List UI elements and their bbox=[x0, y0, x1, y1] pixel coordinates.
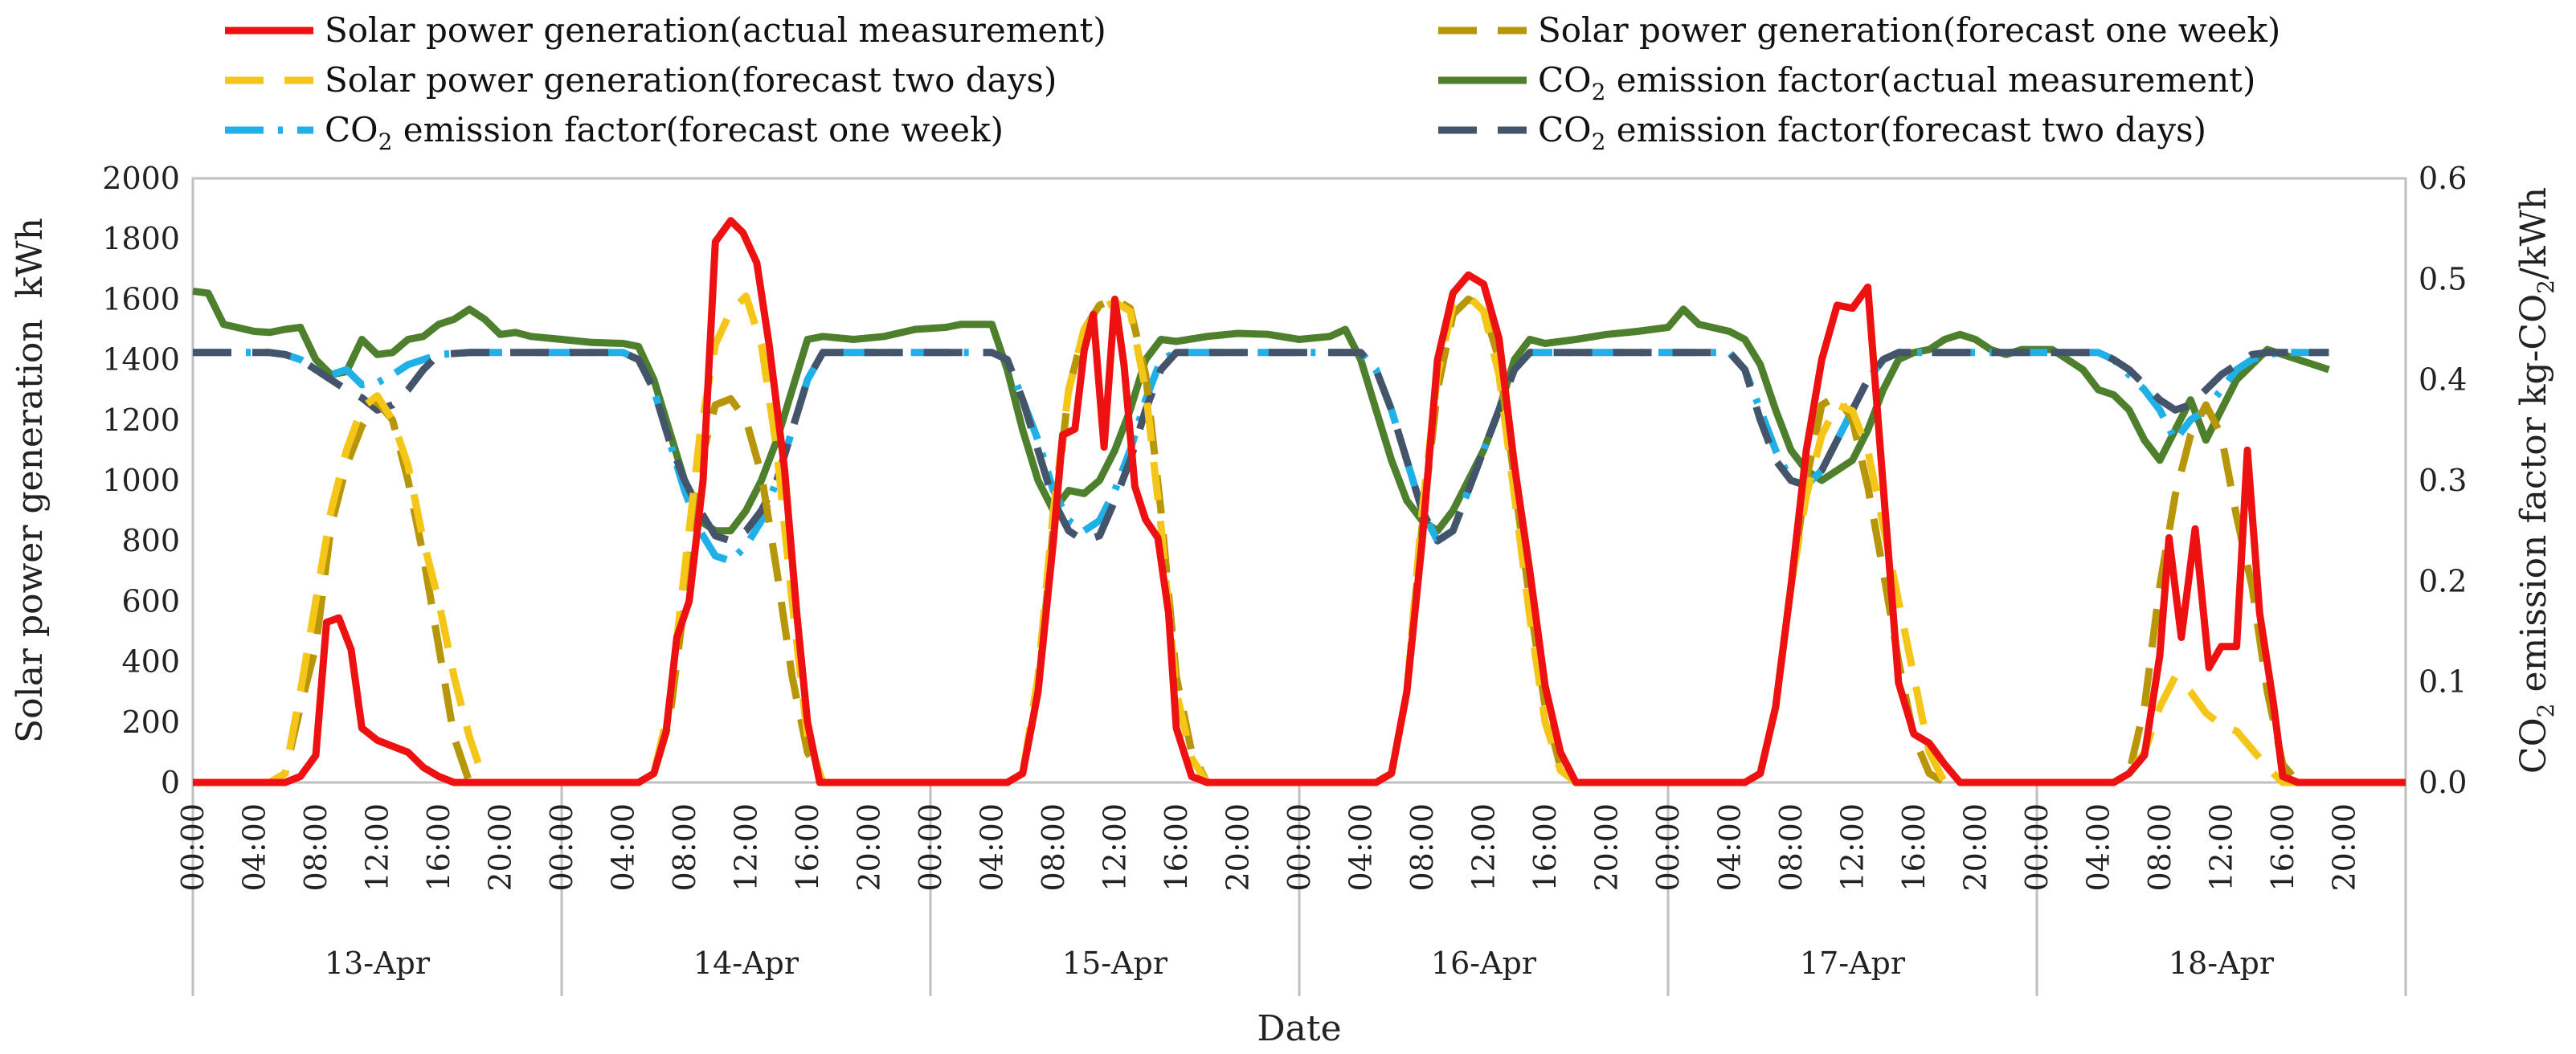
day-label: 14-Apr bbox=[693, 946, 799, 981]
left-y-axis-title: Solar power generation kWh bbox=[10, 218, 51, 743]
hour-tick-label: 08:00 bbox=[298, 803, 333, 892]
right-y-axis: 0.0 0.1 0.2 0.3 0.4 0.5 0.6 bbox=[2419, 161, 2467, 800]
left-tick-label: 1800 bbox=[102, 221, 180, 256]
right-tick-label: 0.4 bbox=[2419, 362, 2467, 398]
day-label: 16-Apr bbox=[1431, 946, 1537, 981]
series-line-4 bbox=[193, 349, 2329, 565]
hour-tick-label: 20:00 bbox=[483, 803, 518, 892]
day-label: 17-Apr bbox=[1800, 946, 1906, 981]
hour-tick-label: 16:00 bbox=[1159, 803, 1194, 892]
hour-tick-label: 20:00 bbox=[852, 803, 887, 892]
hour-tick-label: 16:00 bbox=[790, 803, 825, 892]
hour-tick-label: 04:00 bbox=[1343, 803, 1379, 892]
hour-tick-label: 20:00 bbox=[1221, 803, 1256, 892]
hour-tick-label: 00:00 bbox=[1282, 803, 1317, 892]
hour-tick-label: 08:00 bbox=[1773, 803, 1809, 892]
hour-tick-label: 08:00 bbox=[2142, 803, 2177, 892]
legend-label-2: Solar power generation(forecast two days… bbox=[325, 60, 1057, 100]
left-tick-label: 0 bbox=[161, 765, 180, 800]
right-y-axis-title-sub2: 2 bbox=[2533, 280, 2559, 294]
hour-tick-label: 12:00 bbox=[1835, 803, 1871, 892]
series-line-1 bbox=[193, 295, 2406, 786]
left-tick-label: 1400 bbox=[102, 342, 180, 378]
day-label: 13-Apr bbox=[325, 946, 431, 981]
hour-tick-label: 04:00 bbox=[1712, 803, 1748, 892]
right-tick-label: 0.1 bbox=[2419, 664, 2467, 700]
right-y-axis-title-mid: emission factor kg-CO bbox=[2513, 294, 2554, 704]
left-tick-label: 600 bbox=[121, 583, 180, 619]
left-tick-label: 200 bbox=[121, 705, 180, 740]
hour-tick-label: 20:00 bbox=[2327, 803, 2362, 892]
series-line-3 bbox=[192, 287, 2330, 535]
day-label: 18-Apr bbox=[2169, 946, 2275, 981]
left-y-axis-title-unit: kWh bbox=[10, 218, 51, 298]
hour-tick-label: 00:00 bbox=[913, 803, 948, 892]
hour-tick-label: 08:00 bbox=[1405, 803, 1440, 892]
left-y-axis-title-main: Solar power generation bbox=[10, 319, 51, 743]
hour-tick-label: 12:00 bbox=[1466, 803, 1502, 892]
hour-tick-label: 04:00 bbox=[237, 803, 272, 892]
left-tick-label: 2000 bbox=[102, 161, 180, 196]
left-tick-label: 1600 bbox=[102, 281, 180, 317]
right-y-axis-title-post: /kWh bbox=[2513, 187, 2554, 280]
hour-tick-label: 00:00 bbox=[544, 803, 579, 892]
x-axis: 00:00 04:00 08:00 12:00 16:00 20:00 13-Apr 00:0… bbox=[175, 782, 2407, 996]
right-y-axis-title-sub: 2 bbox=[2533, 703, 2559, 717]
legend-label-1: Solar power generation(forecast one week… bbox=[1538, 10, 2280, 50]
legend-label-5: CO2 emission factor(forecast two days) bbox=[1538, 110, 2206, 155]
hour-tick-label: 04:00 bbox=[606, 803, 641, 892]
series-line-2 bbox=[193, 292, 2406, 786]
right-tick-label: 0.5 bbox=[2419, 261, 2467, 296]
plot-area-frame bbox=[191, 177, 2407, 784]
day-label: 15-Apr bbox=[1062, 946, 1168, 981]
hour-tick-label: 00:00 bbox=[175, 803, 211, 892]
left-tick-label: 1000 bbox=[102, 463, 180, 498]
hour-tick-label: 04:00 bbox=[975, 803, 1010, 892]
series-line-5 bbox=[193, 349, 2329, 545]
series-line-0 bbox=[193, 217, 2406, 786]
series-layer bbox=[192, 217, 2406, 786]
hour-tick-label: 12:00 bbox=[1098, 803, 1133, 892]
hour-tick-label: 00:00 bbox=[2019, 803, 2055, 892]
hour-tick-label: 16:00 bbox=[1896, 803, 1932, 892]
right-tick-label: 0.6 bbox=[2419, 161, 2467, 196]
right-tick-label: 0.3 bbox=[2419, 463, 2467, 498]
left-tick-label: 800 bbox=[121, 523, 180, 558]
left-y-axis: 0 200 400 600 800 1000 1200 1400 1600 1800 2000 bbox=[102, 161, 180, 800]
legend-label-3: CO2 emission factor(actual measurement) bbox=[1538, 60, 2255, 105]
left-tick-label: 400 bbox=[121, 644, 180, 680]
right-tick-label: 0.2 bbox=[2419, 563, 2467, 598]
right-y-axis-title: CO2 emission factor kg-CO2/kWh bbox=[2513, 187, 2559, 774]
left-tick-label: 1200 bbox=[102, 402, 180, 438]
hour-tick-label: 20:00 bbox=[1958, 803, 1993, 892]
hour-tick-label: 12:00 bbox=[2204, 803, 2239, 892]
hour-tick-label: 04:00 bbox=[2081, 803, 2116, 892]
legend-label-4: CO2 emission factor(forecast one week) bbox=[325, 110, 1004, 155]
hour-tick-label: 12:00 bbox=[729, 803, 764, 892]
hour-tick-label: 08:00 bbox=[667, 803, 702, 892]
hour-tick-label: 16:00 bbox=[421, 803, 456, 892]
hour-tick-label: 00:00 bbox=[1650, 803, 1686, 892]
x-axis-title: Date bbox=[1257, 1008, 1341, 1049]
hour-tick-label: 08:00 bbox=[1036, 803, 1071, 892]
hour-tick-label: 16:00 bbox=[2265, 803, 2300, 892]
legend: Solar power generation(actual measuremen… bbox=[225, 10, 2280, 155]
hour-tick-label: 20:00 bbox=[1589, 803, 1625, 892]
axes bbox=[191, 177, 2407, 784]
right-tick-label: 0.0 bbox=[2419, 765, 2467, 800]
right-y-axis-title-pre: CO bbox=[2513, 717, 2554, 774]
hour-tick-label: 16:00 bbox=[1527, 803, 1563, 892]
legend-label-0: Solar power generation(actual measuremen… bbox=[325, 10, 1106, 50]
hour-tick-label: 12:00 bbox=[360, 803, 395, 892]
